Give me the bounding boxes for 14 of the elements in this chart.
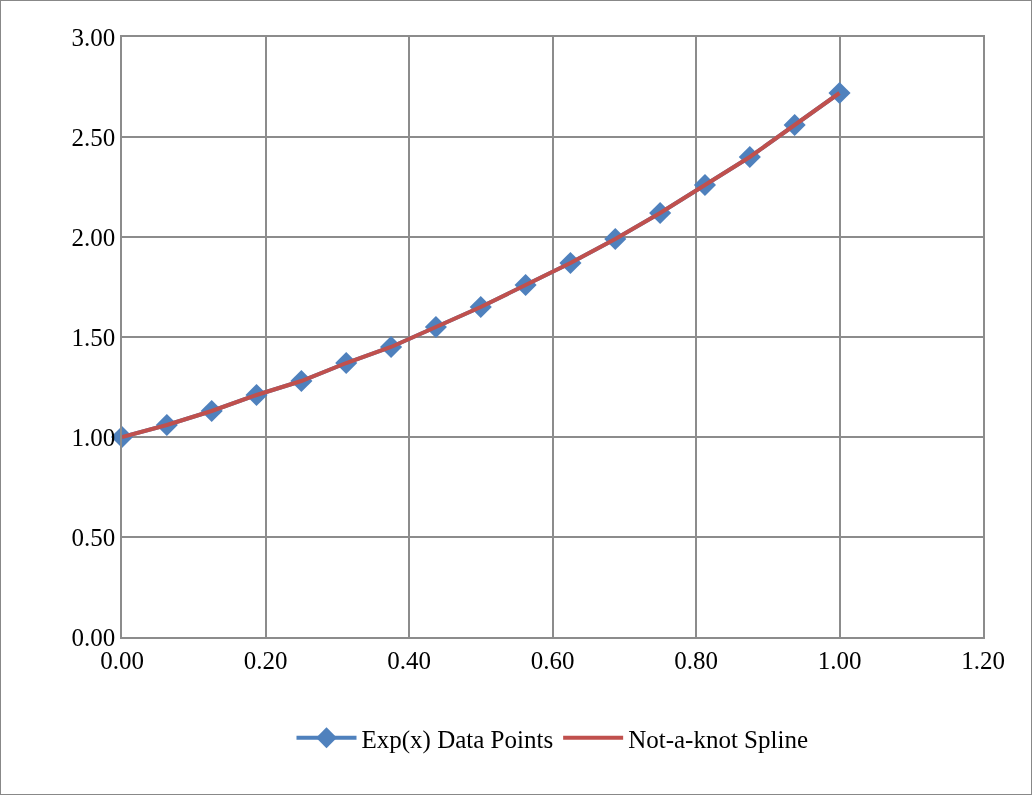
y-tick-label: 2.00 [71, 223, 116, 251]
y-tick-label: 2.50 [71, 123, 116, 151]
x-tick-label: 0.80 [674, 646, 718, 674]
x-tick-label: 0.40 [387, 646, 431, 674]
y-tick-label: 0.50 [71, 523, 116, 551]
legend-label: Not-a-knot Spline [628, 725, 808, 753]
y-tick-label: 1.00 [71, 423, 116, 451]
x-tick-label: 1.00 [817, 646, 862, 674]
y-tick-label: 1.50 [71, 323, 116, 351]
legend-label: Exp(x) Data Points [361, 725, 554, 754]
y-tick-label: 3.00 [71, 23, 116, 51]
x-tick-label: 0.20 [243, 646, 288, 674]
x-tick-label: 1.20 [961, 646, 1005, 674]
x-tick-label: 0.60 [530, 646, 575, 674]
